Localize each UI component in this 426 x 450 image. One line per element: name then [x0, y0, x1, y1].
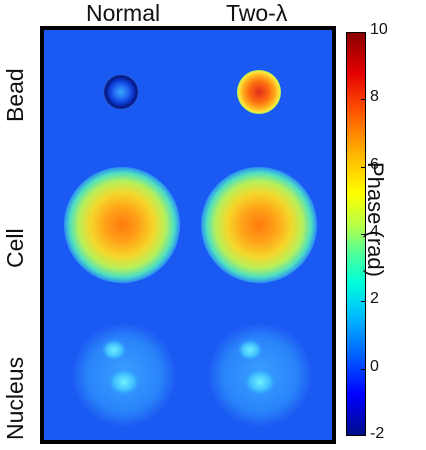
colorbar-tick-label: 4	[370, 223, 379, 240]
tick-mark	[361, 32, 366, 33]
colorbar-tick-label: 2	[370, 290, 379, 307]
tick-mark	[361, 99, 366, 100]
tick-mark	[361, 234, 366, 235]
row-label-bead: Bead	[2, 68, 28, 122]
column-label-two-lambda: Two-λ	[226, 0, 288, 26]
bead-normal	[103, 74, 139, 110]
cell-normal	[64, 167, 180, 283]
tick-mark	[361, 369, 366, 370]
tick-mark	[361, 167, 366, 168]
nucleus-two-lambda	[208, 323, 312, 427]
tick-mark	[361, 301, 366, 302]
colorbar-tick-label: 6	[370, 156, 379, 173]
phase-image-panel	[40, 26, 336, 444]
colorbar-tick-label: 10	[370, 21, 388, 38]
row-label-cell: Cell	[2, 228, 28, 268]
row-label-nucleus: Nucleus	[2, 356, 28, 440]
colorbar-title: Phase (rad)	[363, 162, 388, 277]
colorbar-tick-label: -2	[370, 425, 385, 442]
phase-images	[64, 70, 317, 427]
colorbar-tick-label: 8	[370, 88, 379, 105]
column-label-normal: Normal	[86, 0, 161, 26]
nucleus-normal	[72, 323, 176, 427]
cell-two-lambda	[201, 167, 317, 283]
bead-two-lambda	[237, 70, 281, 114]
colorbar-tick-label: 0	[370, 358, 379, 375]
